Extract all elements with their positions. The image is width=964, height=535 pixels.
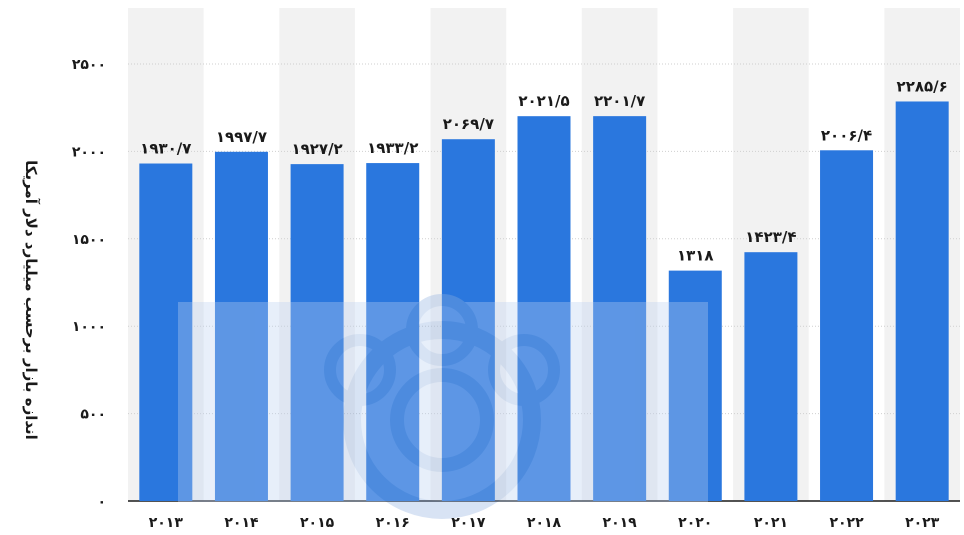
- x-tick-label: ۲۰۱۶: [376, 515, 410, 531]
- x-tick-label: ۲۰۱۳: [149, 515, 184, 531]
- x-tick-label: ۲۰۱۴: [224, 515, 259, 531]
- value-label: ۱۹۲۷/۲: [291, 140, 342, 158]
- value-label: ۲۲۸۵/۶: [897, 77, 948, 95]
- value-labels: ۱۹۳۰/۷ ۱۹۹۷/۷ ۱۹۲۷/۲ ۱۹۳۳/۲ ۲۰۶۹/۷ ۲۰۲۱/۵ ۲۲۰۱…: [140, 77, 948, 264]
- value-label: ۲۰۰۶/۴: [821, 126, 872, 144]
- value-label: ۲۰۶۹/۷: [443, 115, 494, 133]
- bar: [139, 163, 193, 501]
- x-tick-label: ۲۰۱۷: [451, 515, 486, 531]
- x-tick-label: ۲۰۱۸: [527, 515, 562, 531]
- bars: [139, 101, 949, 502]
- x-tick-label: ۲۰۲۲: [829, 515, 864, 531]
- x-tick-label: ۲۰۲۱: [754, 515, 788, 531]
- y-axis-title: اندازه بازار برحسب میلیارد دلار آمریکا: [22, 160, 40, 440]
- bar: [895, 101, 949, 502]
- bar: [441, 139, 495, 502]
- bar: [593, 116, 647, 502]
- value-label: ۲۲۰۱/۷: [594, 92, 645, 110]
- x-tick-label: ۲۰۱۵: [300, 515, 335, 531]
- bar: [744, 252, 798, 501]
- value-label: ۱۹۹۷/۷: [216, 128, 267, 146]
- bar: [290, 164, 344, 502]
- watermark-logo: [178, 294, 708, 519]
- x-tick-label: ۲۰۲۳: [905, 515, 940, 531]
- value-label: ۲۰۲۱/۵: [518, 92, 569, 110]
- x-tick-label: ۲۰۲۰: [678, 515, 712, 531]
- y-tick-label: ۰: [97, 494, 106, 510]
- y-tick-label: ۲۵۰۰: [72, 57, 106, 73]
- bar: [366, 163, 420, 501]
- bar: [668, 270, 722, 501]
- value-label: ۱۴۲۳/۴: [745, 228, 796, 246]
- value-label: ۱۹۳۰/۷: [140, 140, 191, 158]
- bar: [820, 150, 874, 501]
- bar: [517, 116, 571, 502]
- y-tick-label: ۱۰۰۰: [72, 319, 106, 335]
- value-label: ۱۳۱۸: [677, 247, 714, 265]
- x-axis-tick-labels: ۲۰۱۳ ۲۰۱۴ ۲۰۱۵ ۲۰۱۶ ۲۰۱۷ ۲۰۱۸ ۲۰۱۹ ۲۰۲۰ ۲۰۲۱ ۲۰۲۲…: [149, 515, 940, 531]
- y-tick-label: ۱۵۰۰: [72, 232, 106, 248]
- bar: [214, 151, 268, 501]
- y-tick-label: ۲۰۰۰: [72, 144, 106, 160]
- y-tick-label: ۵۰۰: [80, 407, 106, 423]
- y-axis-tick-labels: ۰ ۵۰۰ ۱۰۰۰ ۱۵۰۰ ۲۰۰۰ ۲۵۰۰: [72, 57, 106, 510]
- value-label: ۱۹۳۳/۲: [367, 139, 418, 157]
- x-tick-label: ۲۰۱۹: [603, 515, 638, 531]
